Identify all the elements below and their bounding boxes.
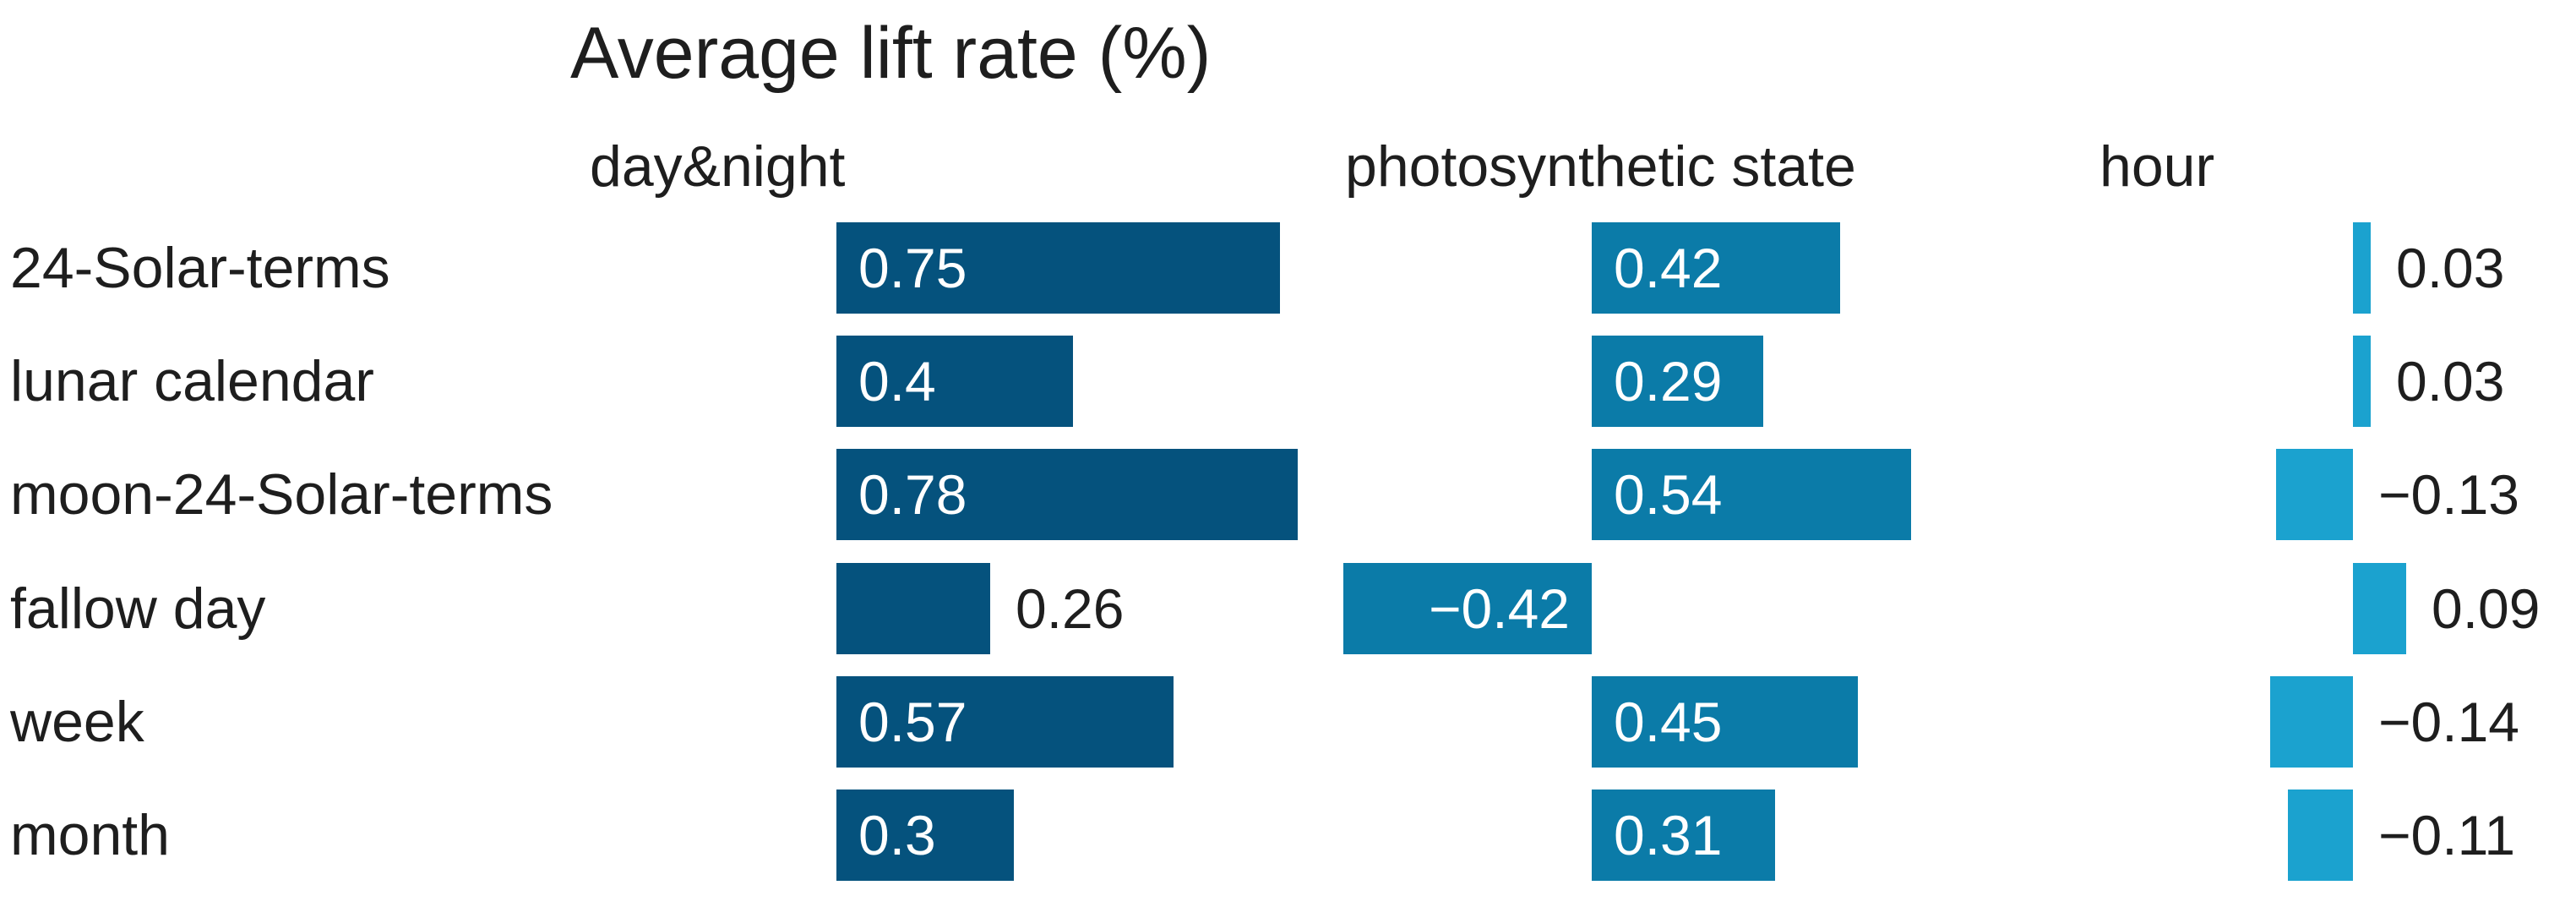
value-label-photosynthetic-state-week: 0.45 xyxy=(1614,691,1723,753)
bar-hour-lunar-calendar xyxy=(2353,336,2371,427)
bar-photosynthetic-state-24-solar-terms xyxy=(1592,222,1840,314)
value-label-photosynthetic-state-lunar-calendar: 0.29 xyxy=(1614,350,1723,413)
bar-day-night-fallow-day xyxy=(836,563,990,654)
chart-title: Average lift rate (%) xyxy=(570,13,1212,94)
value-label-hour-fallow-day: 0.09 xyxy=(2432,577,2541,640)
value-label-photosynthetic-state-month: 0.31 xyxy=(1614,804,1723,866)
row-label-moon-24-solar-terms: moon-24-Solar-terms xyxy=(10,462,553,527)
value-label-hour-week: −0.14 xyxy=(2378,691,2519,753)
row-label-week: week xyxy=(10,690,144,754)
row-label-fallow-day: fallow day xyxy=(10,576,266,641)
bar-photosynthetic-state-week xyxy=(1592,676,1858,768)
value-label-day-night-week: 0.57 xyxy=(858,691,967,753)
value-label-hour-moon-24-solar-terms: −0.13 xyxy=(2378,463,2519,526)
value-label-hour-month: −0.11 xyxy=(2378,804,2516,866)
bar-photosynthetic-state-lunar-calendar xyxy=(1592,336,1763,427)
column-header-hour: hour xyxy=(2099,134,2215,199)
bar-day-night-24-solar-terms xyxy=(836,222,1280,314)
value-label-hour-24-solar-terms: 0.03 xyxy=(2396,237,2505,299)
bar-day-night-lunar-calendar xyxy=(836,336,1073,427)
row-label-lunar-calendar: lunar calendar xyxy=(10,349,374,413)
bar-photosynthetic-state-fallow-day xyxy=(1343,563,1592,654)
column-header-day-night: day&night xyxy=(590,134,846,199)
bar-day-night-moon-24-solar-terms xyxy=(836,449,1298,540)
bar-day-night-week xyxy=(836,676,1174,768)
value-label-day-night-moon-24-solar-terms: 0.78 xyxy=(858,463,967,526)
column-header-photosynthetic-state: photosynthetic state xyxy=(1345,134,1856,199)
bar-hour-moon-24-solar-terms xyxy=(2276,449,2353,540)
value-label-day-night-fallow-day: 0.26 xyxy=(1016,577,1125,640)
value-label-photosynthetic-state-moon-24-solar-terms: 0.54 xyxy=(1614,463,1723,526)
value-label-photosynthetic-state-24-solar-terms: 0.42 xyxy=(1614,237,1723,299)
bar-day-night-month xyxy=(836,790,1014,881)
value-label-day-night-24-solar-terms: 0.75 xyxy=(858,237,967,299)
row-label-24-solar-terms: 24-Solar-terms xyxy=(10,236,390,300)
row-label-month: month xyxy=(10,803,170,867)
value-label-day-night-month: 0.3 xyxy=(858,804,936,866)
bar-hour-month xyxy=(2288,790,2353,881)
bar-photosynthetic-state-moon-24-solar-terms xyxy=(1592,449,1911,540)
value-label-photosynthetic-state-fallow-day: −0.42 xyxy=(1429,577,1570,640)
value-label-hour-lunar-calendar: 0.03 xyxy=(2396,350,2505,413)
bar-photosynthetic-state-month xyxy=(1592,790,1775,881)
bar-hour-fallow-day xyxy=(2353,563,2406,654)
value-label-day-night-lunar-calendar: 0.4 xyxy=(858,350,936,413)
bar-hour-24-solar-terms xyxy=(2353,222,2371,314)
bar-hour-week xyxy=(2270,676,2353,768)
